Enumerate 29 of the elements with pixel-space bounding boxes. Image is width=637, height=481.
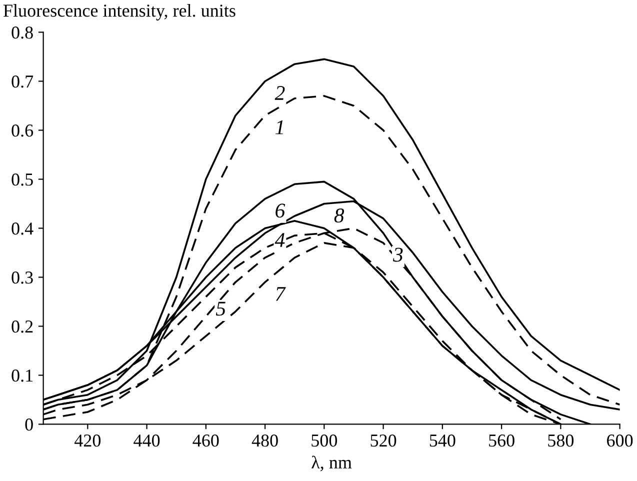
y-tick-label: 0.1 — [12, 370, 33, 382]
x-tick-label: 460 — [192, 434, 219, 447]
x-tick-label: 580 — [548, 434, 574, 447]
annotation: 7 — [276, 287, 286, 301]
y-tick-label: 0.7 — [12, 75, 34, 88]
y-tick-label: 0.5 — [12, 173, 33, 186]
y-tick-label: 0.8 — [12, 26, 33, 39]
annotation: 4 — [274, 233, 285, 247]
x-tick-label: 560 — [489, 434, 514, 447]
annotation: 3 — [392, 248, 403, 262]
y-tick-label: 0 — [25, 418, 33, 431]
x-tick-label: 500 — [312, 434, 338, 447]
x-tick-label: 420 — [74, 434, 101, 447]
annotation: 6 — [276, 204, 286, 218]
y-tick-label: 0.2 — [12, 320, 33, 333]
annotation: 2 — [274, 86, 285, 100]
y-tick-label: 0.4 — [12, 222, 34, 235]
y-tick-label: 0.6 — [12, 124, 34, 137]
x-tick-label: 540 — [430, 434, 456, 447]
y-axis-title: Fluorescence intensity, rel. units — [3, 4, 236, 20]
x-axis-title: λ, nm — [312, 456, 352, 472]
annotation: 5 — [216, 302, 226, 316]
y-tick-label: 0.3 — [12, 271, 33, 284]
x-tick-label: 480 — [252, 434, 278, 447]
annotation: 1 — [276, 120, 283, 134]
annotation: 8 — [334, 208, 344, 223]
x-tick-label: 600 — [607, 434, 633, 447]
x-tick-label: 440 — [134, 434, 160, 447]
x-tick-label: 520 — [370, 434, 396, 447]
